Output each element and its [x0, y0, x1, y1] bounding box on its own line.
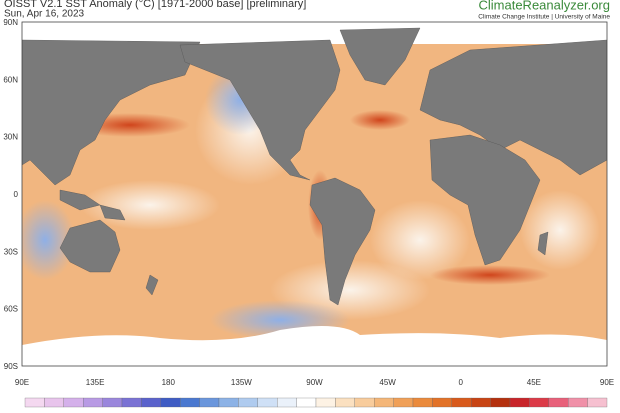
lon-label: 90E: [15, 378, 29, 387]
date: Sun, Apr 16, 2023: [4, 9, 85, 20]
lon-label: 135E: [86, 378, 105, 387]
colorbar-cell: [63, 397, 84, 408]
colorbar-cell: [490, 397, 511, 408]
colorbar-cell: [238, 397, 258, 408]
lat-label: 90S: [4, 362, 18, 371]
lon-label: 90E: [600, 378, 614, 387]
colorbar-cell: [374, 397, 394, 408]
lon-label: 180: [162, 378, 176, 387]
colorbar-cell: [335, 397, 355, 408]
colorbar-cell: [471, 397, 491, 408]
colorbar-cell: [315, 397, 336, 408]
colorbar-cell: [218, 397, 239, 408]
colorbar-cell: [432, 397, 452, 408]
colorbar: [24, 397, 608, 408]
lat-label: 30N: [3, 133, 18, 142]
colorbar-cell: [548, 397, 569, 408]
colorbar-cell: [121, 397, 142, 408]
lon-label: 45W: [379, 378, 396, 387]
affiliation: Climate Change Institute | University of…: [478, 14, 610, 21]
colorbar-cell: [354, 397, 375, 408]
colorbar-cell: [568, 397, 588, 408]
lon-label: 0: [459, 378, 464, 387]
colorbar-cell: [296, 397, 317, 408]
colorbar-cell: [451, 397, 472, 408]
colorbar-cell: [257, 397, 278, 408]
colorbar-cell: [102, 397, 123, 408]
colorbar-cell: [509, 397, 530, 408]
colorbar-cell: [83, 397, 103, 408]
colorbar-cell: [160, 397, 181, 408]
colorbar-cell: [412, 397, 433, 408]
colorbar-cell: [24, 397, 45, 408]
map-frame: [21, 21, 608, 367]
brand: ClimateReanalyzer.org: [478, 0, 610, 12]
lat-label: 30S: [4, 247, 18, 256]
map: [22, 22, 607, 366]
colorbar-cell: [141, 397, 161, 408]
colorbar-cell: [44, 397, 64, 408]
lat-label: 0: [14, 190, 19, 199]
lon-label: 45E: [527, 378, 541, 387]
title: OISST V2.1 SST Anomaly (°C) [1971-2000 b…: [4, 0, 306, 10]
lat-label: 60N: [3, 75, 18, 84]
lon-label: 90W: [306, 378, 323, 387]
lat-label: 90N: [3, 18, 18, 27]
colorbar-cell: [199, 397, 220, 408]
colorbar-cell: [587, 397, 608, 408]
colorbar-cell: [393, 397, 414, 408]
colorbar-cell: [277, 397, 297, 408]
lat-label: 60S: [4, 305, 18, 314]
lon-label: 135W: [231, 378, 252, 387]
colorbar-cell: [529, 397, 549, 408]
colorbar-cell: [180, 397, 200, 408]
